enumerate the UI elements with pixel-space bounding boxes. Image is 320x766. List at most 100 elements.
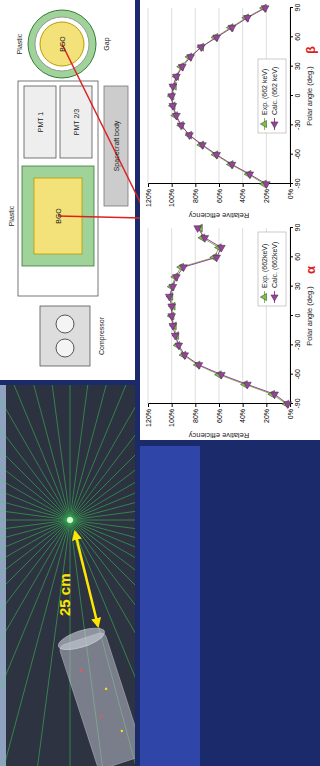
data-point — [169, 324, 177, 331]
ray — [70, 385, 135, 520]
legend-marker — [260, 293, 266, 300]
x-tick-label: -30 — [294, 340, 301, 350]
ray — [0, 520, 70, 562]
grid-line — [195, 228, 196, 404]
x-tick-mark — [290, 315, 293, 316]
data-point — [213, 35, 221, 42]
cross-plastic — [28, 10, 96, 78]
ray — [70, 385, 135, 520]
data-point — [228, 25, 236, 32]
screenshot-bar — [0, 385, 6, 766]
grid — [148, 8, 290, 184]
cross-gap — [35, 17, 89, 71]
x-tick-label: -60 — [294, 369, 301, 379]
x-tick-label: 30 — [294, 282, 301, 290]
data-point — [178, 64, 186, 71]
y-tick-label: 40% — [239, 409, 246, 423]
y-tick-label: 100% — [168, 189, 175, 207]
series-line — [172, 8, 267, 184]
compressor — [40, 306, 90, 366]
pmt — [60, 86, 92, 158]
hit — [100, 715, 103, 718]
x-tick-mark — [290, 344, 293, 345]
data-point — [173, 113, 181, 120]
data-point — [166, 293, 173, 301]
ray — [70, 398, 135, 520]
y-tick: 80% — [192, 184, 199, 203]
legend-label: Exp. (662 keV) — [261, 69, 269, 115]
detector-model — [56, 624, 135, 766]
chart: -90-60-3003060900%20%40%60%80%100%120%Re… — [145, 4, 318, 220]
data-point — [168, 94, 176, 101]
legend: Exp. (662 keV)Calc. (662 keV) — [258, 59, 286, 133]
housing — [18, 81, 98, 296]
x-tick-mark — [290, 374, 293, 375]
data-point — [177, 123, 185, 130]
data-point — [217, 245, 225, 252]
y-tick-label: 120% — [145, 409, 152, 427]
x-tick-mark — [290, 95, 293, 96]
grid-line — [242, 228, 243, 404]
y-tick-mark — [219, 404, 220, 407]
x-tick: 90 — [290, 4, 301, 12]
ray — [0, 385, 70, 520]
x-tick-mark — [290, 66, 293, 67]
y-tick-label: 60% — [216, 189, 223, 203]
y-axis-title: Relative efficiency — [189, 211, 250, 220]
diagram-label: Gap — [103, 37, 111, 50]
diagram-bg — [0, 0, 135, 380]
y-tick-label: 20% — [263, 189, 270, 203]
data-point — [195, 363, 203, 370]
x-tick-label: -60 — [294, 149, 301, 159]
x-tick: 90 — [290, 224, 301, 232]
x-tick: -60 — [290, 369, 301, 379]
data-point — [228, 162, 236, 169]
y-tick-mark — [172, 404, 173, 407]
data-point — [181, 353, 189, 360]
plot-area — [165, 224, 291, 408]
x-tick-label: -30 — [294, 120, 301, 130]
x-tick-mark — [290, 36, 293, 37]
y-axis-line — [149, 404, 291, 408]
data-point — [246, 172, 254, 179]
y-tick: 80% — [192, 404, 199, 423]
grid-line — [242, 8, 243, 184]
ray — [0, 385, 70, 520]
y-tick-mark — [195, 404, 196, 407]
ray — [70, 385, 135, 520]
data-point — [186, 133, 194, 140]
x-tick: -30 — [290, 340, 301, 350]
y-tick: 60% — [216, 404, 223, 423]
x-tick-label: 90 — [294, 224, 301, 232]
cylinder — [59, 632, 135, 766]
pointer — [58, 216, 142, 218]
ray — [70, 385, 135, 520]
legend-box — [258, 232, 286, 306]
hit — [105, 687, 108, 690]
data-point — [261, 6, 269, 13]
data-point — [168, 302, 175, 310]
cylinder-end — [56, 624, 107, 654]
diagram-label: Plastic — [16, 33, 23, 54]
data-point — [217, 372, 225, 379]
y-axis: 0%20%40%60%80%100%120% — [145, 404, 294, 427]
y-tick-label: 80% — [192, 409, 199, 423]
source — [67, 517, 73, 523]
legend-marker — [271, 122, 278, 128]
y-tick-mark — [219, 184, 220, 187]
y-axis: 0%20%40%60%80%100%120% — [145, 184, 294, 207]
y-tick-mark — [148, 184, 149, 187]
data-point — [201, 236, 209, 243]
data-point — [173, 275, 181, 282]
y-tick-mark — [266, 404, 267, 407]
x-axis-line — [291, 8, 294, 184]
y-tick: 100% — [168, 184, 175, 207]
chart: -90-60-3003060900%20%40%60%80%100%120%Re… — [145, 224, 318, 440]
y-tick-label: 80% — [192, 189, 199, 203]
data-point — [172, 332, 179, 340]
y-tick-mark — [243, 184, 244, 187]
y-tick: 0% — [287, 184, 294, 199]
data-point — [169, 284, 177, 291]
x-tick: -90 — [290, 398, 301, 408]
blue-panel — [140, 446, 200, 766]
